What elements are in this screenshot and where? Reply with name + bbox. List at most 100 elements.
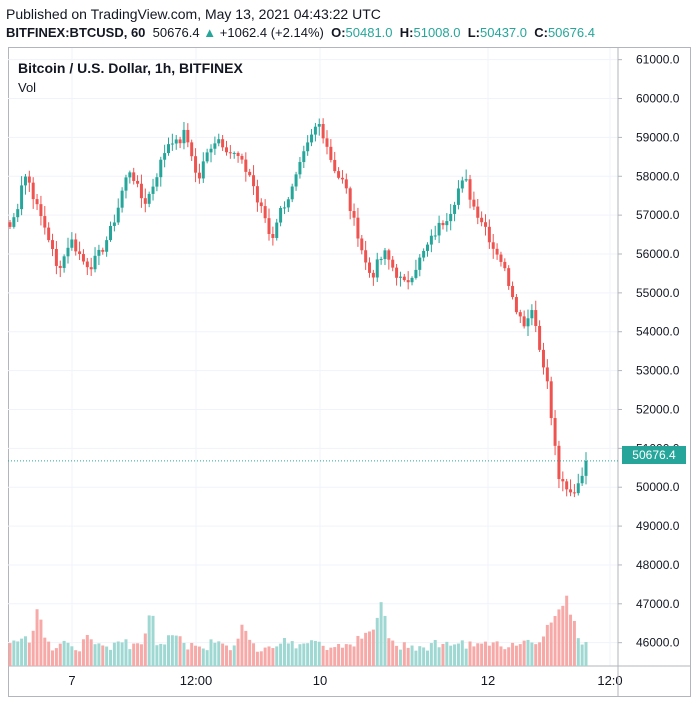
volume-bar bbox=[275, 646, 279, 666]
volume-bar bbox=[282, 637, 286, 666]
volume-bar bbox=[302, 643, 306, 666]
volume-bar bbox=[20, 638, 24, 666]
volume-bar bbox=[429, 643, 433, 666]
volume-bar bbox=[306, 643, 310, 666]
candle-body bbox=[426, 244, 430, 251]
candle-body bbox=[244, 159, 248, 172]
volume-bar bbox=[240, 624, 244, 666]
volume-bar bbox=[398, 649, 402, 666]
candle-body bbox=[70, 239, 74, 248]
candle-body bbox=[398, 276, 402, 278]
x-tick-label: 12:00 bbox=[180, 673, 213, 688]
volume-bar bbox=[89, 639, 93, 666]
candle-body bbox=[530, 310, 534, 319]
last-price-tag: 50676.4 bbox=[622, 446, 686, 464]
candle-body bbox=[565, 481, 569, 490]
candle-body bbox=[62, 256, 66, 268]
candle-body bbox=[584, 460, 588, 476]
volume-bar bbox=[112, 642, 116, 666]
volume-bar bbox=[166, 635, 170, 666]
candle-body bbox=[190, 142, 194, 157]
candle-body bbox=[279, 207, 283, 223]
candle-body bbox=[302, 151, 306, 163]
candle-body bbox=[155, 177, 159, 187]
candle-body bbox=[549, 381, 553, 419]
candle-body bbox=[139, 183, 143, 199]
candle-body bbox=[8, 222, 12, 227]
volume-bar bbox=[105, 646, 109, 666]
volume-bar bbox=[147, 615, 151, 666]
candle-body bbox=[387, 250, 391, 260]
candle-body bbox=[433, 235, 437, 237]
volume-bar bbox=[31, 630, 35, 666]
volume-bar bbox=[580, 644, 584, 666]
y-tick-label: 54000.0 bbox=[636, 325, 680, 339]
volume-bar bbox=[333, 647, 337, 666]
candle-body bbox=[294, 174, 298, 187]
candle-body bbox=[538, 325, 542, 350]
candle-body bbox=[43, 216, 47, 228]
candle-body bbox=[78, 251, 82, 255]
candle-body bbox=[255, 186, 259, 203]
volume-bar bbox=[159, 643, 163, 666]
volume-bar bbox=[456, 643, 460, 666]
volume-bar bbox=[561, 605, 565, 666]
volume-bar bbox=[155, 645, 159, 666]
candle-body bbox=[395, 267, 399, 278]
open-label: O: bbox=[331, 25, 346, 40]
volume-bar bbox=[97, 643, 101, 666]
candle-body bbox=[105, 240, 109, 252]
volume-bar bbox=[352, 646, 356, 666]
volume-bar bbox=[78, 651, 82, 666]
candle-body bbox=[85, 261, 89, 268]
volume-bar bbox=[364, 632, 368, 666]
chart-frame bbox=[8, 47, 691, 697]
candle-body bbox=[464, 179, 468, 181]
volume-bar bbox=[553, 616, 557, 666]
volume-bar bbox=[391, 640, 395, 666]
candle-body bbox=[27, 176, 31, 183]
volume-bar bbox=[197, 646, 201, 666]
y-tick-label: 56000.0 bbox=[636, 247, 680, 261]
volume-bar bbox=[503, 649, 507, 666]
volume-bar bbox=[205, 650, 209, 666]
candle-body bbox=[514, 297, 518, 313]
volume-bar bbox=[325, 650, 329, 666]
volume-bar bbox=[576, 638, 580, 666]
volume-bar bbox=[321, 645, 325, 666]
candle-body bbox=[290, 186, 294, 200]
volume-bar bbox=[426, 650, 430, 666]
volume-bar bbox=[248, 639, 252, 666]
volume-legend: Vol bbox=[18, 80, 37, 95]
candle-body bbox=[317, 124, 321, 127]
y-tick-label: 49000.0 bbox=[636, 519, 680, 533]
volume-bar bbox=[124, 639, 128, 666]
candle-body bbox=[124, 177, 128, 191]
low-label: L: bbox=[467, 25, 480, 40]
candle-body bbox=[360, 238, 364, 251]
volume-bar bbox=[375, 617, 379, 666]
volume-bar bbox=[259, 651, 263, 666]
candle-body bbox=[298, 162, 302, 175]
candle-body bbox=[468, 179, 472, 200]
candle-body bbox=[186, 129, 190, 143]
volume-bar bbox=[414, 650, 418, 666]
candle-body bbox=[232, 152, 236, 154]
candle-body bbox=[526, 318, 530, 327]
volume-bar bbox=[383, 615, 387, 666]
candle-body bbox=[499, 254, 503, 262]
candle-body bbox=[201, 161, 205, 179]
candle-body bbox=[120, 190, 124, 208]
volume-bar bbox=[23, 636, 27, 666]
candle-body bbox=[483, 222, 487, 227]
candle-body bbox=[507, 268, 511, 286]
up-arrow-icon: ▲ bbox=[203, 25, 217, 40]
volume-bar bbox=[514, 645, 518, 666]
candle-body bbox=[476, 206, 480, 218]
volume-bar bbox=[507, 647, 511, 666]
volume-bar bbox=[572, 620, 576, 666]
candle-body bbox=[66, 247, 70, 257]
y-tick-label: 59000.0 bbox=[636, 130, 680, 144]
volume-bar bbox=[565, 595, 569, 666]
